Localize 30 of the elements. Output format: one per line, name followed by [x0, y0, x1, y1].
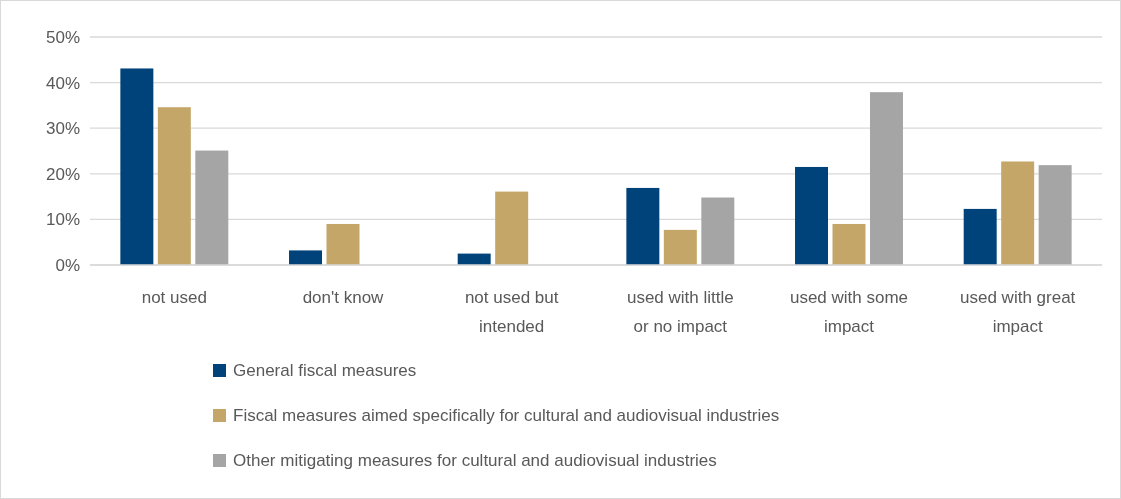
x-tick-label: used with great impact — [960, 288, 1076, 336]
bar — [832, 223, 866, 265]
y-tick-label: 0% — [55, 255, 80, 275]
bar — [663, 229, 697, 265]
bar — [1038, 165, 1072, 265]
bar — [701, 197, 735, 265]
bar — [326, 223, 360, 265]
y-tick-label: 40% — [45, 73, 80, 93]
y-tick-label: 10% — [45, 210, 80, 230]
legend-label: Fiscal measures aimed specifically for cultural and audiovisual industries — [233, 405, 780, 425]
bar — [289, 250, 323, 265]
y-tick-label: 50% — [45, 27, 80, 47]
x-tick-label: not used but intended — [464, 288, 559, 336]
x-tick-label: used with some impact — [789, 288, 909, 336]
x-tick-label: used with little or no impact — [626, 288, 734, 336]
y-tick-label: 30% — [45, 119, 80, 139]
y-tick-label: 20% — [45, 164, 80, 184]
legend-label: General fiscal measures — [233, 360, 417, 380]
bar — [195, 150, 229, 265]
bar — [495, 191, 529, 265]
bar — [795, 166, 829, 265]
bar — [963, 208, 997, 265]
bar — [157, 107, 191, 265]
x-tick-label: don't know — [302, 288, 385, 307]
x-tick-label: not used — [141, 288, 207, 307]
bar — [869, 92, 903, 265]
bar — [120, 68, 154, 265]
legend-label: Other mitigating measures for cultural and audiovisual industries — [233, 450, 717, 470]
bar — [626, 187, 660, 265]
bar — [1001, 161, 1035, 265]
